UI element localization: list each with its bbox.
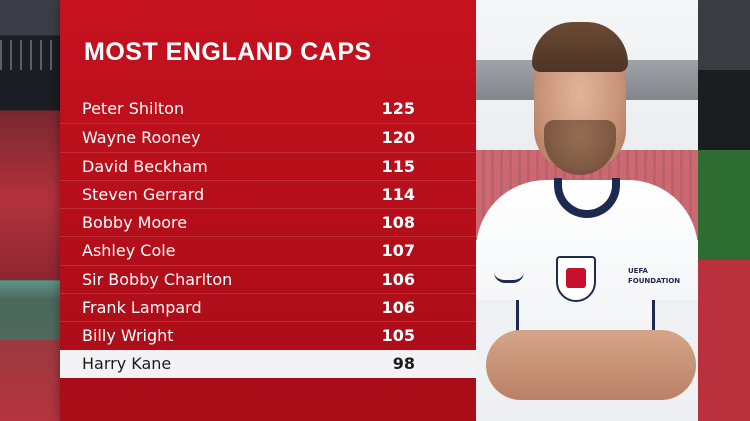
list-item: David Beckham 115 bbox=[60, 151, 476, 180]
player-caps: 107 bbox=[381, 241, 415, 261]
player-caps: 105 bbox=[381, 326, 415, 346]
list-item: Peter Shilton 125 bbox=[60, 95, 476, 123]
player-caps: 120 bbox=[381, 128, 415, 148]
player-hair bbox=[532, 22, 628, 72]
list-item: Steven Gerrard 114 bbox=[60, 179, 476, 208]
player-name: David Beckham bbox=[82, 156, 208, 176]
list-item: Bobby Moore 108 bbox=[60, 208, 476, 236]
shirt-collar bbox=[554, 178, 620, 218]
caps-list: Peter Shilton 125 Wayne Rooney 120 David… bbox=[60, 95, 476, 378]
player-name: Peter Shilton bbox=[82, 99, 185, 118]
list-item: Sir Bobby Charlton 106 bbox=[60, 264, 476, 293]
pitch-left bbox=[0, 280, 60, 340]
list-item: Wayne Rooney 120 bbox=[60, 123, 476, 151]
crossed-arms bbox=[486, 330, 696, 400]
three-lions-crest-icon bbox=[556, 256, 596, 302]
player-name: Bobby Moore bbox=[82, 213, 188, 233]
player-name: Ashley Cole bbox=[82, 241, 176, 261]
player-photo: UEFA FOUNDATION bbox=[476, 0, 698, 421]
caps-panel: MOST ENGLAND CAPS Peter Shilton 125 Wayn… bbox=[60, 0, 476, 421]
stadium-right-strip bbox=[698, 0, 750, 421]
player-name: Billy Wright bbox=[82, 326, 174, 346]
player-caps: 114 bbox=[381, 184, 415, 204]
player-caps: 98 bbox=[392, 353, 415, 373]
swoosh-logo-icon bbox=[494, 272, 524, 283]
list-item: Ashley Cole 107 bbox=[60, 236, 476, 264]
player-name: Harry Kane bbox=[82, 353, 172, 373]
player-name: Wayne Rooney bbox=[82, 128, 201, 148]
panel-title: MOST ENGLAND CAPS bbox=[84, 38, 372, 66]
list-item: Frank Lampard 106 bbox=[60, 293, 476, 321]
player-caps: 115 bbox=[381, 156, 415, 176]
player-caps: 125 bbox=[381, 99, 415, 118]
player-caps: 106 bbox=[381, 269, 415, 289]
player-name: Sir Bobby Charlton bbox=[82, 269, 233, 289]
player-beard bbox=[544, 120, 616, 175]
list-item: Billy Wright 105 bbox=[60, 321, 476, 349]
list-item-highlighted: Harry Kane 98 bbox=[60, 349, 476, 378]
player-caps: 106 bbox=[381, 298, 415, 318]
player-caps: 108 bbox=[381, 213, 415, 233]
player-name: Frank Lampard bbox=[82, 298, 202, 318]
foundation-badge: UEFA FOUNDATION bbox=[628, 267, 681, 285]
player-name: Steven Gerrard bbox=[82, 184, 205, 204]
